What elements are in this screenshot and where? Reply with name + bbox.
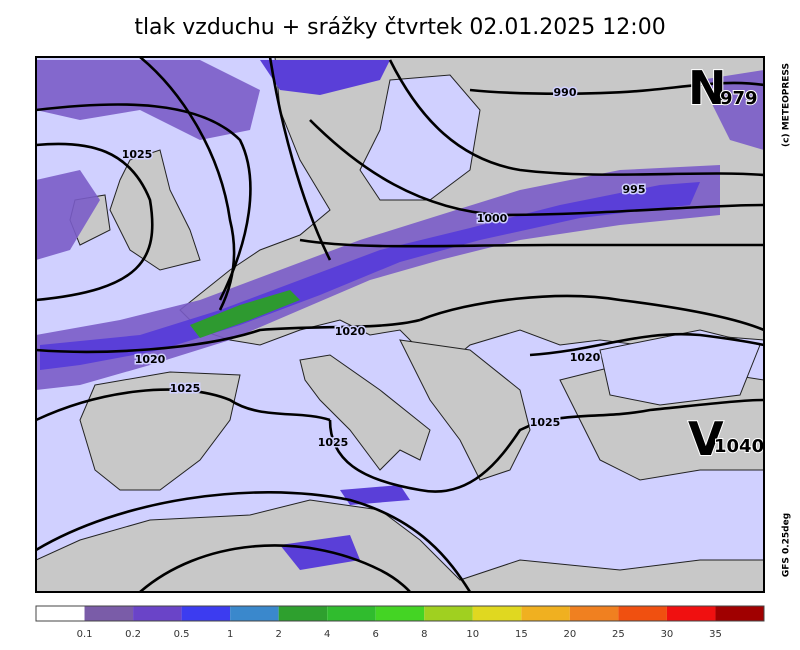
legend-swatch xyxy=(181,606,231,621)
legend-swatch xyxy=(569,606,619,621)
legend-swatch xyxy=(521,606,570,621)
legend-label: 30 xyxy=(661,629,674,640)
low-value: 979 xyxy=(720,88,758,109)
isobar-label: 995 xyxy=(623,183,646,196)
model-name: GFS 0.25deg xyxy=(782,513,792,577)
isobar-label: 1025 xyxy=(530,416,561,429)
isobar xyxy=(299,238,764,248)
isobar xyxy=(529,332,764,357)
precipitation xyxy=(36,170,100,260)
isobar xyxy=(139,57,236,311)
land xyxy=(109,149,201,271)
precipitation xyxy=(340,485,410,505)
legend-label: 8 xyxy=(421,629,427,640)
land xyxy=(299,354,431,471)
legend-swatch xyxy=(666,606,716,621)
legend-label: 0.5 xyxy=(174,629,190,640)
land xyxy=(79,371,241,491)
legend-label: 25 xyxy=(612,629,625,640)
black-sea xyxy=(599,329,761,406)
color-legend: 0.1 0.2 0.5 1 2 4 6 8 10 15 20 25 30 35 xyxy=(35,605,765,640)
high-value: 1040 xyxy=(714,436,764,457)
high-letter: V xyxy=(688,412,724,466)
isobar xyxy=(388,59,764,177)
low-letter: N xyxy=(688,61,727,115)
precipitation xyxy=(260,60,390,95)
precipitation xyxy=(36,60,260,140)
legend-label: 2 xyxy=(275,629,281,640)
legend-swatch xyxy=(84,606,134,621)
isobar xyxy=(419,294,764,332)
legend-swatch xyxy=(424,606,473,621)
isobar xyxy=(139,544,411,592)
map: 990 995 1000 1025 1020 1020 1020 1025 10… xyxy=(36,57,764,592)
land xyxy=(36,499,764,592)
isobar-label: 1025 xyxy=(318,436,349,449)
legend-label: 0.1 xyxy=(77,629,93,640)
pressure-centers: N 979 V 1040 xyxy=(687,60,764,467)
isobar xyxy=(309,119,764,217)
legend-frame xyxy=(35,605,765,622)
map-frame xyxy=(35,56,765,593)
legend-label: 6 xyxy=(373,629,379,640)
legend-label: 35 xyxy=(709,629,722,640)
isobar xyxy=(469,81,764,96)
isobar-label: 1025 xyxy=(122,148,153,161)
isobar xyxy=(268,57,332,261)
isobar xyxy=(36,103,252,301)
legend-swatch xyxy=(230,606,279,621)
legend-label: 1 xyxy=(227,629,233,640)
precipitation xyxy=(280,535,360,570)
isobar xyxy=(36,491,472,592)
legend-swatch xyxy=(133,606,182,621)
precipitation xyxy=(190,290,300,338)
legend-swatch xyxy=(278,606,328,621)
legend-swatch xyxy=(472,606,522,621)
isobar-label: 1020 xyxy=(335,325,366,338)
isobar-label: 990 xyxy=(554,86,577,99)
isobar xyxy=(36,318,421,354)
isobar-label: 1020 xyxy=(135,353,166,366)
copyright: (c) METEOPRESS xyxy=(782,63,792,147)
isobar-label: 1000 xyxy=(477,212,508,225)
legend-label: 10 xyxy=(466,629,479,640)
map-title: tlak vzduchu + srážky čtvrtek 02.01.2025… xyxy=(134,15,665,40)
precipitation xyxy=(700,70,764,150)
isobar xyxy=(36,388,331,422)
isobar-label: 1025 xyxy=(170,382,201,395)
legend-label: 15 xyxy=(515,629,528,640)
legend-label: 0.2 xyxy=(125,629,141,640)
legend-swatch xyxy=(327,606,376,621)
legend-label: 4 xyxy=(324,629,330,640)
legend-swatch xyxy=(375,606,425,621)
isobar xyxy=(36,142,154,302)
legend-swatch xyxy=(36,606,85,621)
legend-swatch xyxy=(715,606,764,621)
isobar xyxy=(328,398,764,493)
land xyxy=(399,339,531,481)
isobar-label: 1020 xyxy=(570,351,601,364)
legend-swatch xyxy=(618,606,667,621)
legend-label: 20 xyxy=(563,629,576,640)
isobars xyxy=(36,57,764,592)
